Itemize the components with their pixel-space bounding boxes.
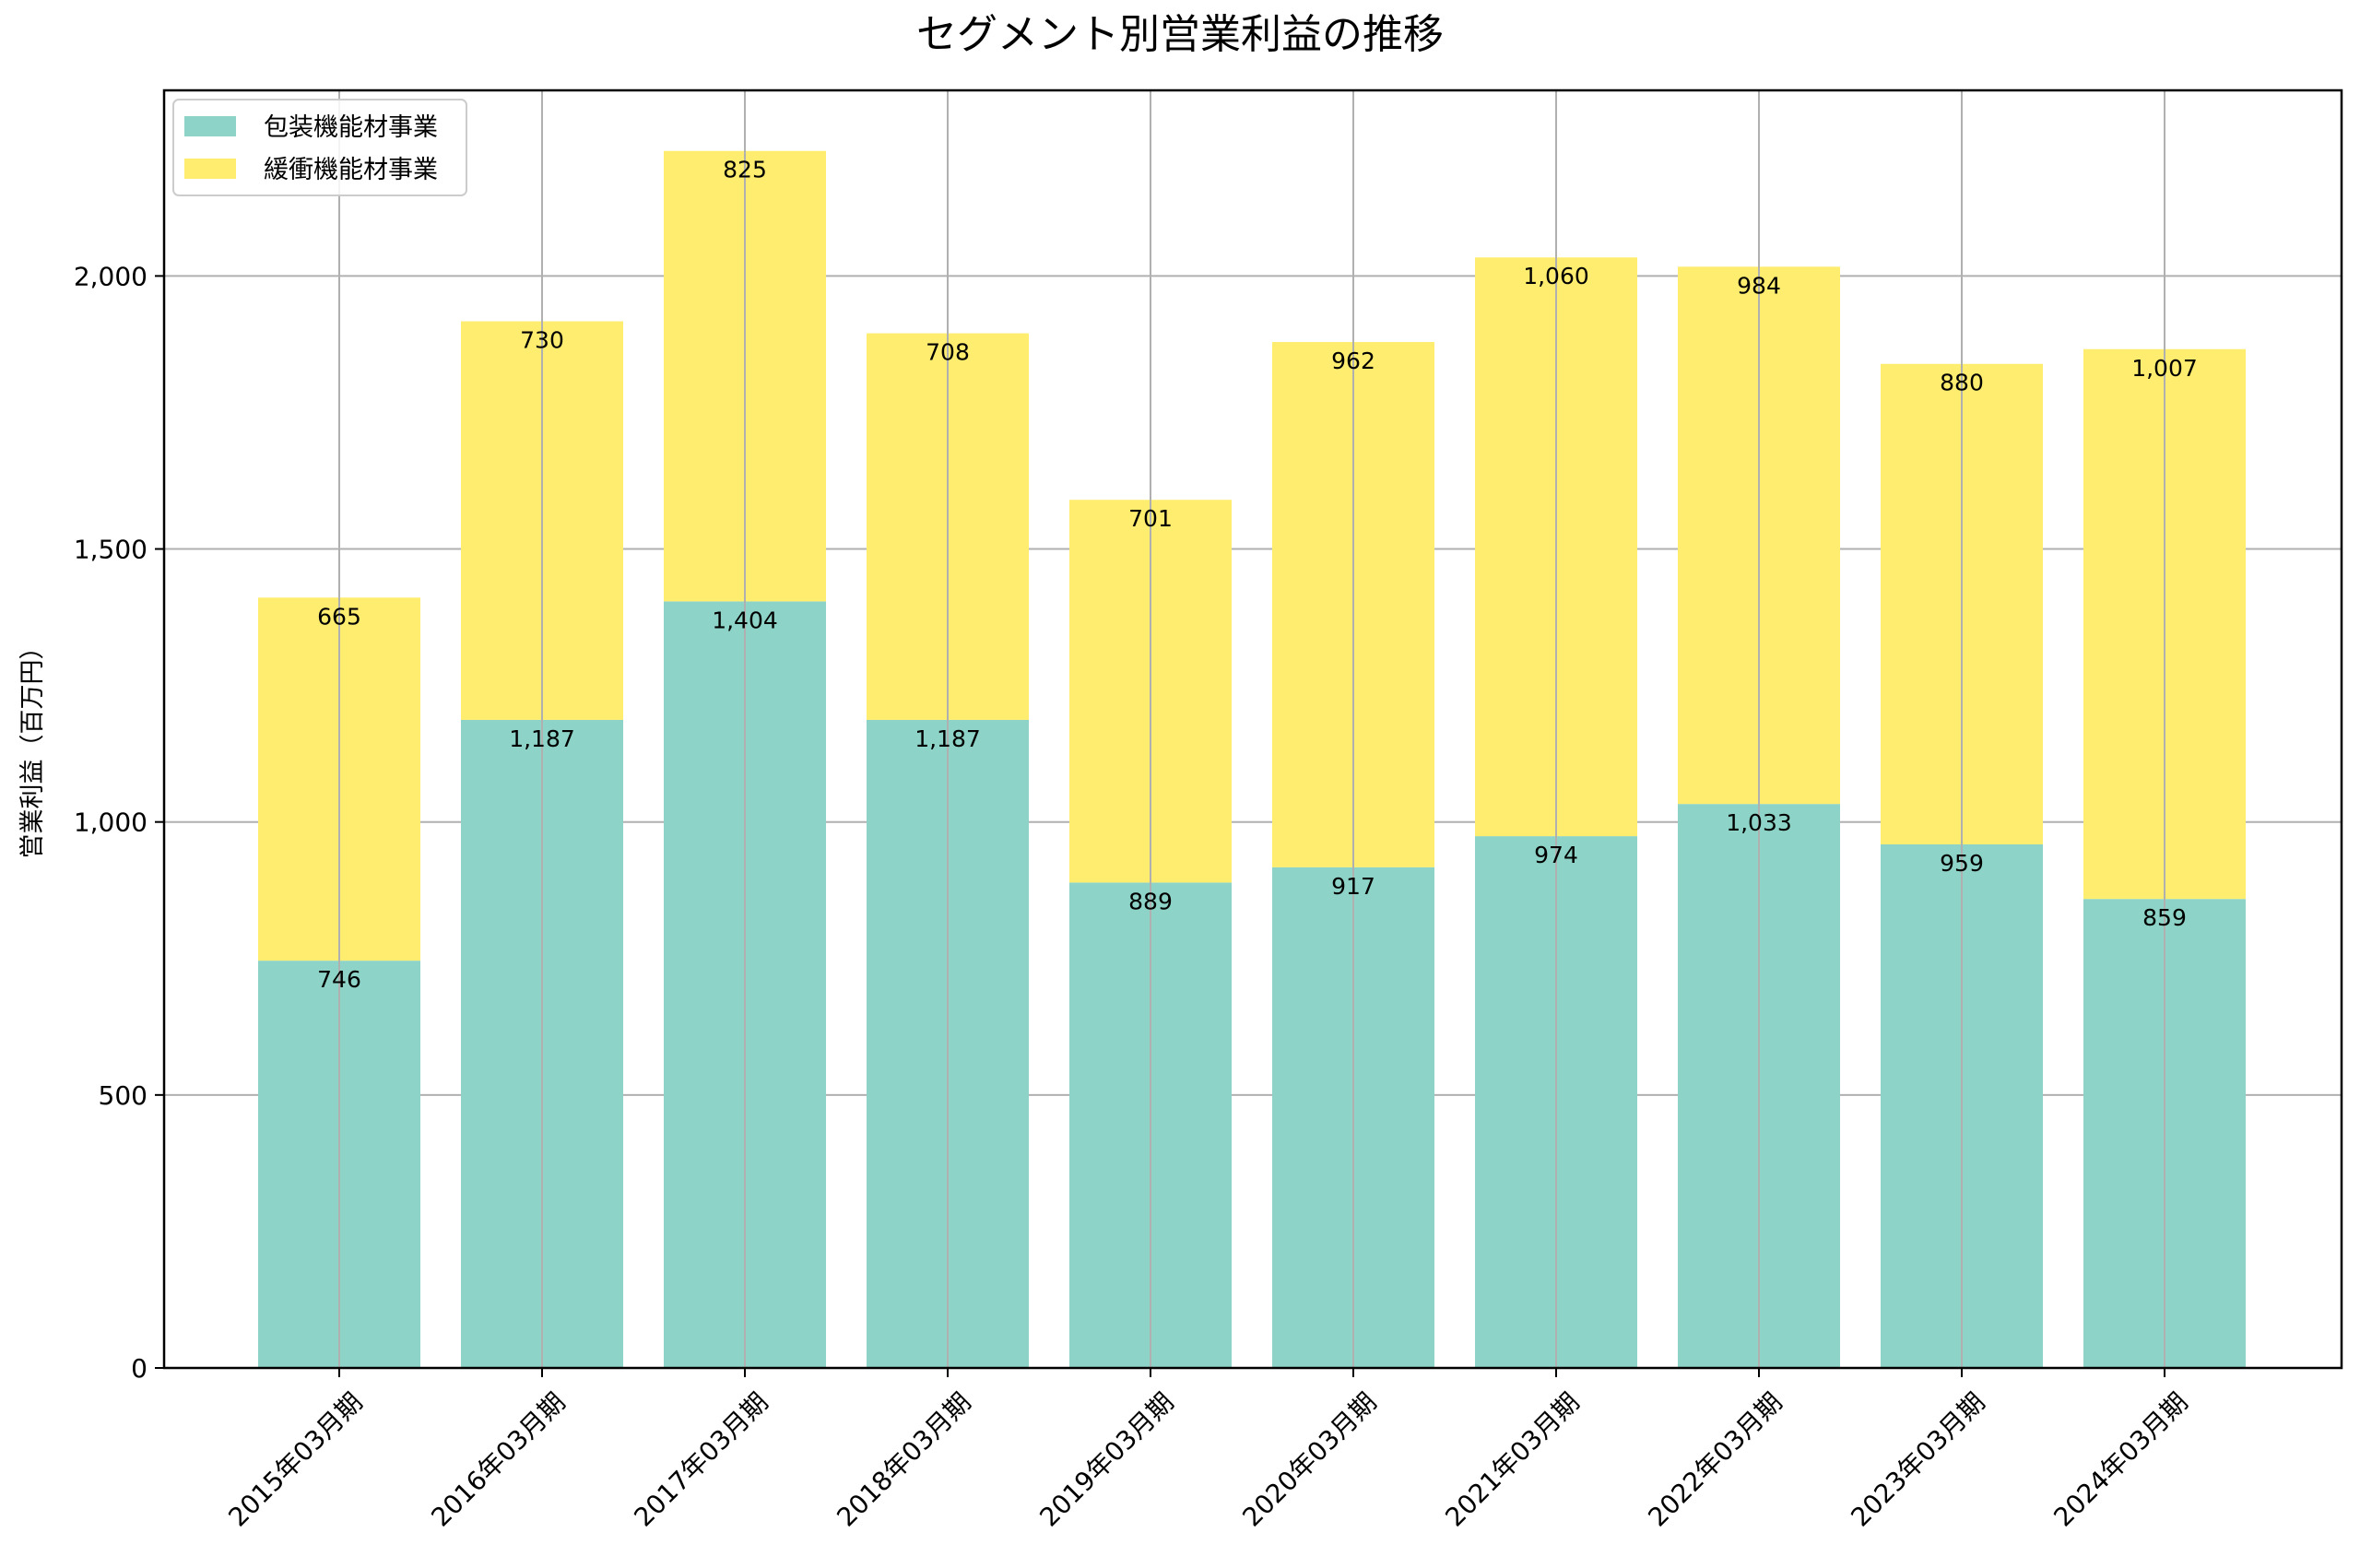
data-label-packaging: 917	[1331, 873, 1375, 900]
x-tick-label: 2021年03月期	[1439, 1386, 1585, 1532]
legend-swatch	[184, 116, 236, 136]
data-label-cushioning: 984	[1737, 272, 1781, 299]
data-label-packaging: 859	[2142, 904, 2187, 931]
x-tick-label: 2018年03月期	[831, 1386, 976, 1532]
data-label-cushioning: 730	[520, 327, 564, 354]
data-label-cushioning: 825	[723, 157, 767, 183]
legend-swatch	[184, 159, 236, 179]
y-axis-label: 営業利益（百万円）	[18, 635, 47, 859]
y-tick-label: 1,500	[74, 535, 148, 565]
x-tick-label: 2017年03月期	[628, 1386, 773, 1532]
x-tick-label: 2022年03月期	[1642, 1386, 1788, 1532]
data-label-packaging: 974	[1534, 842, 1578, 868]
x-tick-label: 2020年03月期	[1236, 1386, 1382, 1532]
legend-box	[172, 99, 467, 196]
x-tick-label: 2024年03月期	[2047, 1386, 2193, 1532]
data-label-cushioning: 1,060	[1523, 263, 1589, 289]
legend-label: 包装機能材事業	[264, 113, 438, 142]
data-label-packaging: 959	[1940, 850, 1984, 877]
data-label-cushioning: 880	[1940, 370, 1984, 396]
x-tick-label: 2015年03月期	[222, 1386, 368, 1532]
plot-frame	[162, 88, 2343, 1370]
data-label-packaging: 1,033	[1726, 809, 1792, 836]
data-labels-layer: 746 1,187 1,404 1,187 889 917 974 1,033 959 859 66…	[317, 157, 2198, 993]
x-tick-label: 2019年03月期	[1033, 1386, 1179, 1532]
vertical-grid-layer	[338, 90, 2165, 1368]
legend-label: 緩衝機能材事業	[264, 156, 438, 184]
data-label-cushioning: 701	[1128, 505, 1173, 532]
y-tick-label: 1,000	[74, 808, 148, 838]
data-label-packaging: 746	[317, 966, 361, 993]
y-tick-label: 500	[99, 1080, 148, 1111]
data-label-packaging: 1,187	[509, 725, 575, 752]
data-label-cushioning: 1,007	[2131, 355, 2198, 382]
chart-title: セグメント別営業利益の推移	[916, 11, 1444, 58]
data-label-cushioning: 708	[926, 339, 970, 366]
data-label-packaging: 1,404	[712, 607, 778, 633]
data-label-cushioning: 665	[317, 603, 361, 630]
data-label-packaging: 1,187	[914, 725, 981, 752]
x-tick-label: 2016年03月期	[425, 1386, 571, 1532]
data-label-packaging: 889	[1128, 888, 1173, 914]
x-tick-label: 2023年03月期	[1845, 1386, 1990, 1532]
data-label-cushioning: 962	[1331, 348, 1375, 374]
y-tick-label: 2,000	[74, 261, 148, 291]
y-tick-label: 0	[131, 1353, 148, 1384]
